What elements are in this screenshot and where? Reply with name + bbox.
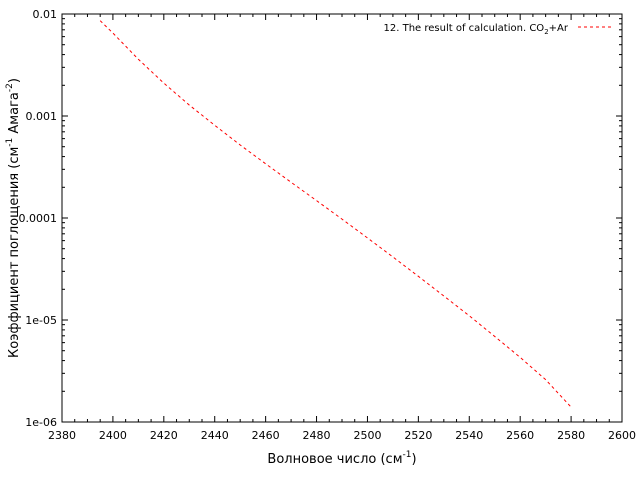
x-tick-label: 2600 bbox=[608, 429, 636, 442]
y-tick-label: 1e-05 bbox=[25, 314, 57, 327]
x-axis-title: Волновое число (см-1) bbox=[267, 450, 416, 467]
x-tick-label: 2400 bbox=[99, 429, 127, 442]
x-tick-label: 2420 bbox=[150, 429, 178, 442]
x-tick-label: 2500 bbox=[353, 429, 381, 442]
x-tick-label: 2540 bbox=[455, 429, 483, 442]
y-tick-label: 0.0001 bbox=[19, 212, 58, 225]
x-tick-label: 2480 bbox=[303, 429, 331, 442]
x-tick-label: 2440 bbox=[201, 429, 229, 442]
x-tick-label: 2560 bbox=[506, 429, 534, 442]
x-tick-label: 2380 bbox=[48, 429, 76, 442]
x-tick-label: 2460 bbox=[252, 429, 280, 442]
x-tick-label: 2520 bbox=[404, 429, 432, 442]
y-axis-title: Коэффициент поглощения (см-1 Амага-2) bbox=[5, 78, 22, 358]
y-tick-label: 0.01 bbox=[33, 8, 58, 21]
y-tick-label: 0.001 bbox=[26, 110, 58, 123]
x-tick-label: 2580 bbox=[557, 429, 585, 442]
y-tick-label: 1e-06 bbox=[25, 416, 57, 429]
